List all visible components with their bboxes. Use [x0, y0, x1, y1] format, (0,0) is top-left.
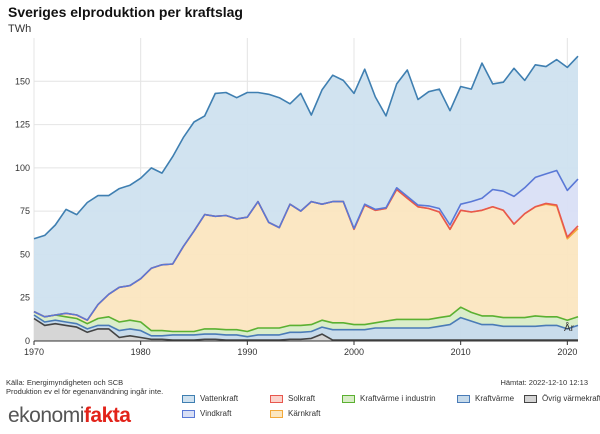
y-tick-label: 100 [15, 163, 30, 173]
legend-swatch [182, 409, 195, 418]
x-tick-label: 1970 [24, 347, 44, 357]
permission-text: Produktion ev el för egenanvändning ingå… [6, 387, 164, 396]
line-kraftv-rme-i-industrin [33, 306, 579, 333]
line-kraftv-rme [33, 314, 579, 338]
y-tick-label: 50 [20, 249, 30, 259]
legend-item: Vattenkraft [182, 394, 238, 403]
legend-label: Vindkraft [200, 409, 232, 418]
legend-label: Kärnkraft [288, 409, 321, 418]
x-tick-label: 2010 [451, 347, 471, 357]
area-kraftv-rme [34, 315, 578, 341]
y-tick-label: 150 [15, 76, 30, 86]
legend-item: Övrig värmekraft [524, 394, 600, 403]
line-vattenkraft [33, 55, 579, 240]
source-text: Källa: Energimyndigheten och SCB [6, 378, 124, 387]
y-tick-label: 25 [20, 293, 30, 303]
legend-item: Kärnkraft [270, 409, 320, 418]
legend-item: Vindkraft [182, 409, 231, 418]
source-note: Källa: Energimyndigheten och SCB Produkt… [6, 378, 163, 396]
x-axis-label: År [564, 321, 575, 334]
y-tick-label: 0 [25, 336, 30, 346]
legend-label: Solkraft [288, 394, 316, 403]
legend-swatch [457, 394, 470, 403]
x-tick-label: 1990 [237, 347, 257, 357]
legend-swatch [342, 394, 355, 403]
y-axis-unit: TWh [8, 23, 32, 35]
legend-label: Kraftvärme i industrin [360, 394, 436, 403]
logo-text-fakta: fakta [83, 404, 131, 427]
legend-item: Solkraft [270, 394, 315, 403]
legend-swatch [524, 394, 537, 403]
updated-timestamp: Hämtat: 2022-12-10 12:13 [500, 378, 588, 387]
area-vattenkraft [34, 56, 578, 321]
legend-item: Kraftvärme i industrin [342, 394, 436, 403]
legend-label: Övrig värmekraft [542, 394, 600, 403]
legend-swatch [270, 394, 283, 403]
legend-label: Kraftvärme [475, 394, 515, 403]
line--vrig-v-rmekraft [33, 317, 578, 341]
legend-swatch [182, 394, 195, 403]
legend-label: Vattenkraft [200, 394, 239, 403]
area--vrig-v-rmekraft [34, 318, 578, 341]
ekonomifakta-logo: ekonomifakta [8, 404, 131, 428]
legend-item: Kraftvärme [457, 394, 514, 403]
area-kraftv-rme-i-industrin [34, 307, 578, 337]
y-tick-label: 75 [20, 206, 30, 216]
logo-text-ekonomi: ekonomi [8, 404, 84, 427]
line-vindkraft [33, 169, 579, 321]
area-k-rnkraft [34, 189, 578, 332]
legend-swatch [270, 409, 283, 418]
x-tick-label: 2020 [557, 347, 577, 357]
x-tick-label: 2000 [344, 347, 364, 357]
area-chart: 0 25 50 75 100 125 150 1970 1980 1990 2000 2010 2020… [15, 38, 579, 357]
chart-title: Sveriges elproduktion per kraftslag [8, 4, 243, 20]
x-tick-label: 1980 [131, 347, 151, 357]
y-tick-label: 125 [15, 120, 30, 130]
